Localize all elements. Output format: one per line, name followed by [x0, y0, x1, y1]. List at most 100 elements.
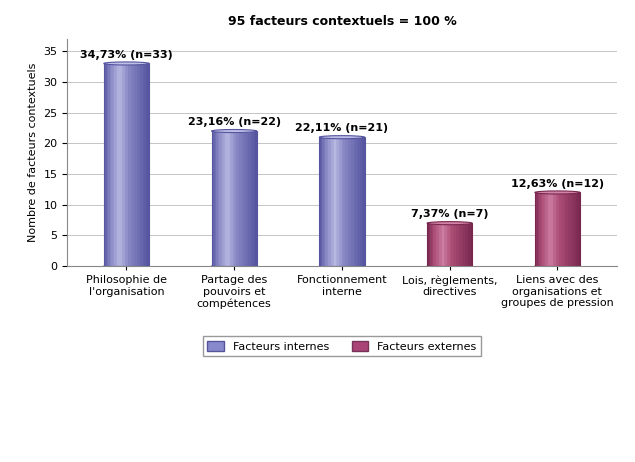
Bar [330, 137, 331, 266]
Bar [236, 131, 237, 266]
Bar [457, 223, 458, 266]
Bar [237, 131, 239, 266]
Ellipse shape [427, 222, 472, 225]
Bar [240, 131, 242, 266]
Text: 22,11% (n=21): 22,11% (n=21) [295, 123, 389, 134]
Bar [357, 137, 359, 266]
Ellipse shape [211, 265, 257, 267]
Bar [352, 137, 354, 266]
Bar [344, 137, 345, 266]
Ellipse shape [427, 265, 472, 267]
Bar [444, 223, 445, 266]
Ellipse shape [104, 62, 149, 65]
Bar [466, 223, 468, 266]
Bar [125, 63, 126, 266]
Bar [544, 193, 545, 266]
Bar [146, 63, 147, 266]
Bar [340, 137, 342, 266]
Bar [142, 63, 143, 266]
Bar [448, 223, 450, 266]
Bar [121, 63, 122, 266]
Bar [563, 193, 565, 266]
Bar [471, 223, 472, 266]
Bar [228, 131, 230, 266]
Bar [454, 223, 456, 266]
Bar [328, 137, 330, 266]
Bar [436, 223, 438, 266]
Bar [427, 223, 472, 266]
Text: 23,16% (n=22): 23,16% (n=22) [187, 117, 281, 128]
Bar [339, 137, 340, 266]
Bar [468, 223, 469, 266]
Bar [433, 223, 434, 266]
Bar [117, 63, 119, 266]
Bar [104, 63, 149, 266]
Bar [337, 137, 339, 266]
Bar [347, 137, 348, 266]
Bar [345, 137, 347, 266]
Bar [535, 193, 580, 266]
Bar [442, 223, 444, 266]
Bar [538, 193, 539, 266]
Bar [239, 131, 240, 266]
Bar [105, 63, 107, 266]
Bar [559, 193, 561, 266]
Bar [215, 131, 216, 266]
Bar [135, 63, 137, 266]
Bar [553, 193, 554, 266]
Bar [549, 193, 550, 266]
Bar [107, 63, 109, 266]
Title: 95 facteurs contextuels = 100 %: 95 facteurs contextuels = 100 % [227, 15, 457, 28]
Bar [453, 223, 454, 266]
Bar [568, 193, 570, 266]
Bar [441, 223, 442, 266]
Bar [126, 63, 128, 266]
Bar [361, 137, 363, 266]
Bar [558, 193, 559, 266]
Bar [450, 223, 451, 266]
Bar [128, 63, 130, 266]
Bar [131, 63, 133, 266]
Text: 12,63% (n=12): 12,63% (n=12) [511, 179, 604, 189]
Bar [562, 193, 563, 266]
Bar [244, 131, 246, 266]
Bar [539, 193, 541, 266]
Bar [458, 223, 460, 266]
Bar [342, 137, 344, 266]
Bar [573, 193, 574, 266]
Bar [336, 137, 337, 266]
Bar [134, 63, 135, 266]
Bar [116, 63, 117, 266]
Bar [232, 131, 234, 266]
Bar [451, 223, 453, 266]
Bar [249, 131, 251, 266]
Bar [122, 63, 123, 266]
Bar [547, 193, 549, 266]
Text: 7,37% (n=7): 7,37% (n=7) [411, 209, 488, 219]
Bar [140, 63, 142, 266]
Bar [211, 131, 213, 266]
Bar [575, 193, 577, 266]
Bar [359, 137, 360, 266]
Bar [220, 131, 222, 266]
Bar [556, 193, 558, 266]
Bar [147, 63, 149, 266]
Bar [354, 137, 356, 266]
Bar [327, 137, 328, 266]
Bar [119, 63, 121, 266]
Bar [335, 137, 336, 266]
Bar [537, 193, 538, 266]
Bar [137, 63, 138, 266]
Bar [535, 193, 537, 266]
Bar [554, 193, 556, 266]
Bar [363, 137, 364, 266]
Bar [138, 63, 140, 266]
Bar [351, 137, 352, 266]
Ellipse shape [319, 265, 364, 267]
Bar [248, 131, 249, 266]
Bar [360, 137, 361, 266]
Ellipse shape [535, 191, 580, 194]
Bar [541, 193, 542, 266]
Bar [325, 137, 327, 266]
Bar [225, 131, 227, 266]
